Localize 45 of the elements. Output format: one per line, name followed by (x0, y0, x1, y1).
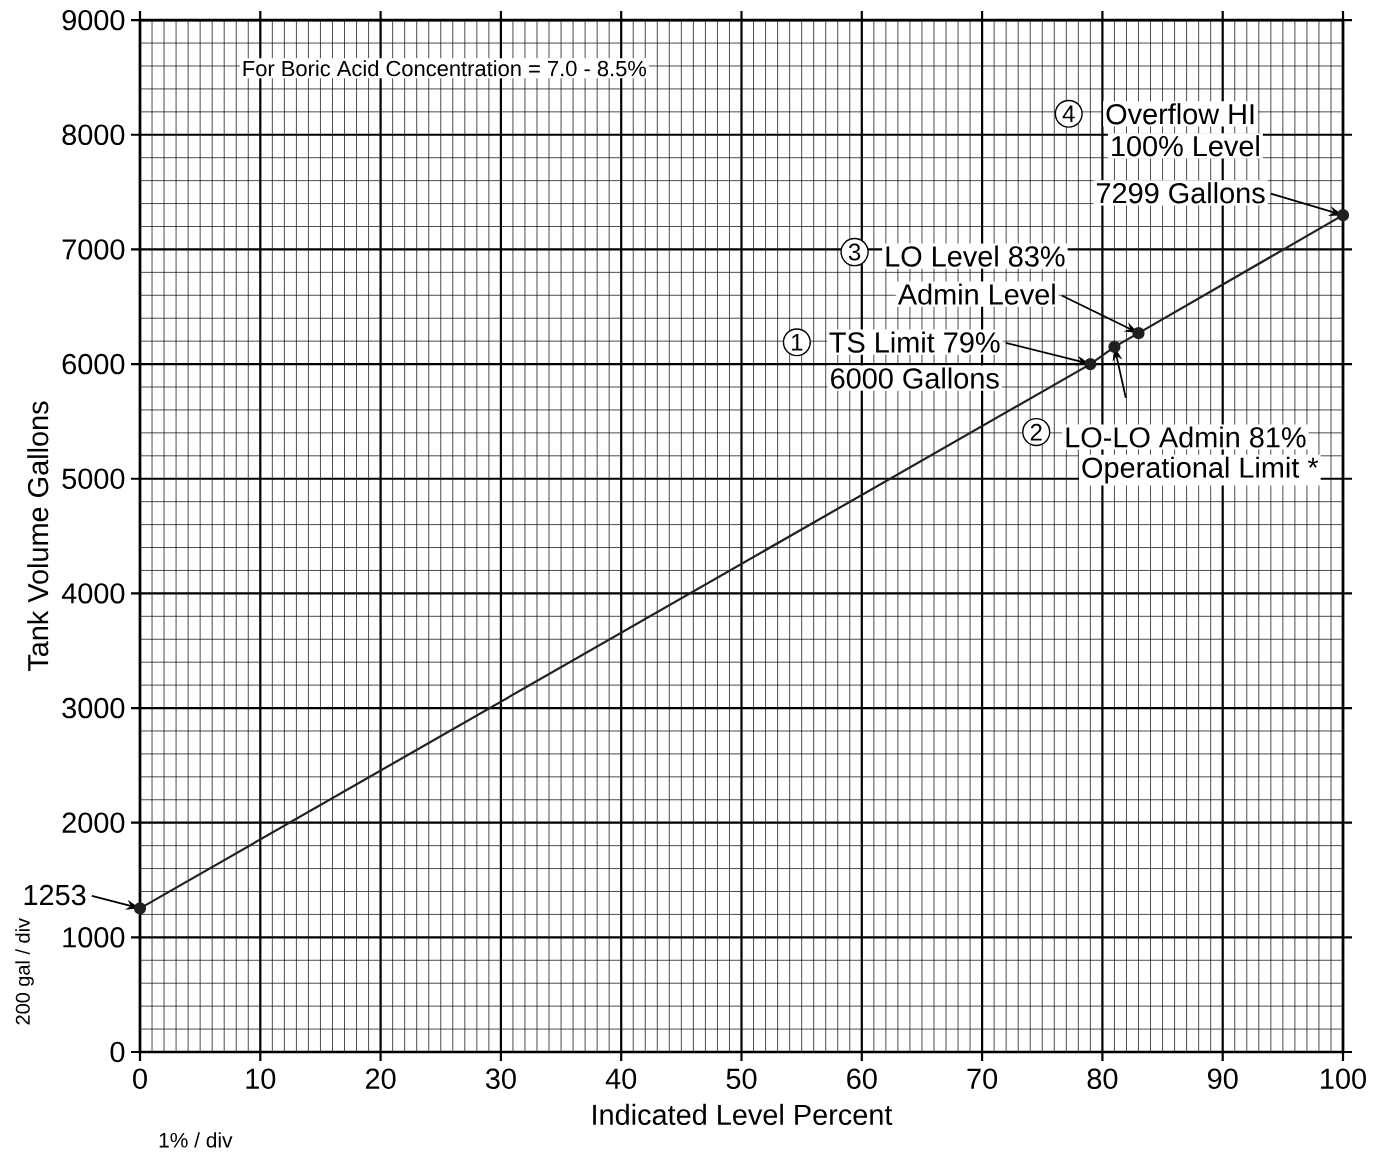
x-tick-label: 60 (847, 1068, 877, 1089)
y-tick-label: 4000 (61, 583, 125, 604)
y-axis-title: Tank Volume Gallons (27, 401, 49, 672)
annotation: Operational Limit * (1082, 456, 1319, 484)
annotation: 7299 Gallons (1096, 182, 1265, 204)
x-tick-label: 20 (365, 1068, 396, 1089)
y-tick-label: 3000 (62, 697, 125, 719)
annotation: 1 (792, 334, 803, 351)
x-tick-label: 10 (246, 1068, 276, 1089)
x-tick-label: 70 (967, 1068, 998, 1089)
point (1108, 340, 1121, 353)
annotation: 6000 Gallons (831, 367, 999, 389)
annotation: 2 (1030, 423, 1042, 441)
text: 1% / div (159, 1132, 233, 1148)
annotation: LO-LO Admin 81% (1066, 426, 1306, 448)
y-tick-label: 8000 (62, 124, 125, 145)
point (1084, 357, 1097, 371)
annotation: 4 (1062, 105, 1075, 123)
point (1132, 327, 1145, 340)
y-tick-label: 6000 (62, 353, 125, 375)
x-tick-label: 80 (1087, 1068, 1118, 1089)
y-tick-label: 9000 (62, 9, 125, 31)
y-tick-label: 0 (110, 1041, 125, 1063)
x-tick-label: 100 (1321, 1068, 1366, 1089)
x-tick-label: 30 (485, 1068, 516, 1089)
point (1336, 209, 1350, 222)
annotation: 3 (848, 243, 861, 261)
annotation: For Boric Acid Concentration = 7.0 - 8.5% (243, 60, 647, 77)
point (133, 902, 147, 915)
annotation: TS Limit 79% (829, 331, 1000, 353)
annotation: 1253 (24, 884, 86, 906)
x-tick-label: 40 (605, 1068, 637, 1089)
x-tick-label: 90 (1208, 1068, 1238, 1089)
annotation: Admin Level (897, 283, 1055, 305)
y-tick-label: 2000 (62, 812, 125, 833)
y-tick-label: 1000 (63, 927, 125, 948)
annotation: 100% Level (1112, 135, 1259, 157)
text: 200 gal / div (15, 918, 34, 1025)
x-axis-title: Indicated Level Percent (593, 1103, 893, 1126)
x-tick-label: 0 (133, 1068, 147, 1089)
y-tick-label: 7000 (62, 239, 125, 260)
x-tick-label: 50 (726, 1068, 757, 1089)
y-tick-label: 5000 (62, 468, 125, 489)
annotation: LO Level 83% (886, 245, 1065, 267)
annotation: Overflow HI (1106, 103, 1254, 125)
